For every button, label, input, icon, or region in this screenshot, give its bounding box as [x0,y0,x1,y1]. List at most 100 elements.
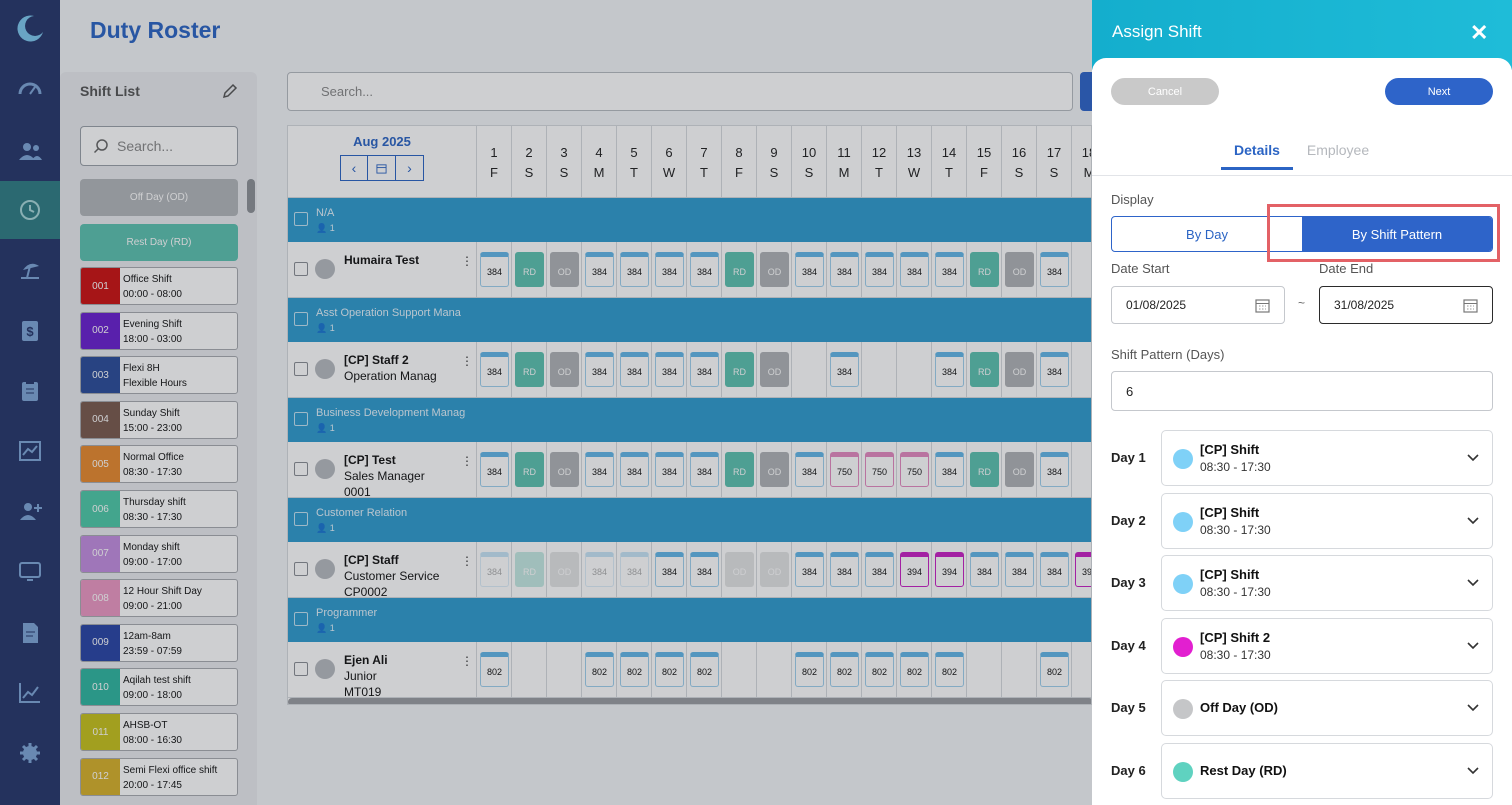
more-options-icon[interactable]: ⋮ [461,254,473,268]
shift-pill[interactable]: 802 [865,652,894,687]
moon-logo-icon[interactable] [14,12,46,44]
shift-list-item[interactable]: 007 Monday shift 09:00 - 17:00 [80,534,238,573]
modal-overlay[interactable] [0,0,1092,805]
employee-checkbox[interactable] [294,562,308,576]
rest-day-button[interactable]: Rest Day (RD) [80,224,238,261]
roster-cell[interactable]: 384 [931,342,966,398]
shift-list-item[interactable]: 011 AHSB-OT 08:00 - 16:30 [80,713,238,751]
shift-pill[interactable]: OD [550,252,579,287]
roster-cell[interactable]: 384 [476,242,511,298]
shift-pill[interactable]: 384 [935,452,964,487]
roster-cell[interactable]: 802 [861,642,896,698]
roster-cell[interactable]: 802 [826,642,861,698]
date-start-field[interactable]: 01/08/2025 [1111,286,1285,324]
shift-list-item[interactable]: 002 Evening Shift 18:00 - 03:00 [80,311,238,350]
employee-checkbox[interactable] [294,362,308,376]
nav-item-trend[interactable] [0,664,60,722]
shift-pill[interactable]: 750 [830,452,859,487]
shift-pill[interactable]: OD [760,552,789,587]
nav-item-leave[interactable] [0,240,60,298]
roster-cell[interactable]: 384 [686,442,721,498]
nav-item-history[interactable] [0,181,60,239]
roster-cell[interactable]: 750 [861,442,896,498]
close-icon[interactable]: ✕ [1470,20,1489,45]
shift-list-scrollbar[interactable] [247,179,255,213]
roster-cell[interactable]: 394 [896,542,931,598]
shift-pill[interactable]: 384 [935,252,964,287]
roster-cell[interactable]: OD [1001,242,1036,298]
roster-cell[interactable] [546,642,581,698]
shift-list-item[interactable]: 012 Semi Flexi office shift 20:00 - 17:45 [80,757,238,796]
shift-pill[interactable]: OD [1005,252,1034,287]
group-checkbox[interactable] [294,412,308,426]
roster-cell[interactable] [896,342,931,398]
shift-pill[interactable]: 384 [480,452,509,487]
shift-pill[interactable]: RD [725,352,754,387]
group-checkbox[interactable] [294,512,308,526]
roster-cell[interactable] [1071,342,1091,398]
nav-item-screen[interactable] [0,542,60,600]
shift-pill[interactable]: 394 [900,552,929,587]
roster-cell[interactable]: 384 [1036,442,1071,498]
shift-pill[interactable]: RD [970,352,999,387]
shift-pill[interactable]: 384 [830,252,859,287]
shift-pill[interactable]: 394 [935,552,964,587]
roster-cell[interactable]: 384 [616,342,651,398]
shift-pill[interactable]: 394 [1075,552,1091,587]
roster-cell[interactable]: OD [756,342,791,398]
roster-cell[interactable]: OD [756,542,791,598]
roster-cell[interactable]: 384 [861,542,896,598]
prev-month-button[interactable]: ‹ [340,155,368,181]
shift-search-input[interactable]: Search... [80,126,238,166]
roster-cell[interactable] [1071,242,1091,298]
shift-pill[interactable]: 802 [935,652,964,687]
shift-pill[interactable]: 384 [480,352,509,387]
roster-cell[interactable]: 384 [476,542,511,598]
roster-cell[interactable]: OD [756,442,791,498]
shift-pill[interactable]: 384 [1040,452,1069,487]
nav-item-document[interactable] [0,604,60,662]
roster-cell[interactable]: 384 [1036,242,1071,298]
roster-cell[interactable]: 750 [826,442,861,498]
shift-list-item[interactable]: 005 Normal Office 08:30 - 17:30 [80,445,238,484]
shift-pill[interactable]: OD [760,352,789,387]
nav-item-chart[interactable] [0,422,60,480]
shift-pill[interactable]: RD [515,252,544,287]
shift-pill[interactable]: 384 [620,252,649,287]
roster-cell[interactable]: 802 [931,642,966,698]
shift-pill[interactable]: 384 [585,452,614,487]
roster-cell[interactable]: RD [721,442,756,498]
tab-details[interactable]: Details [1234,142,1280,158]
roster-cell[interactable]: 384 [616,542,651,598]
shift-pill[interactable]: RD [515,452,544,487]
roster-cell[interactable] [966,642,1001,698]
shift-pill[interactable]: 384 [690,552,719,587]
shift-list-item[interactable]: 004 Sunday Shift 15:00 - 23:00 [80,400,238,439]
roster-cell[interactable]: RD [966,342,1001,398]
roster-cell[interactable]: 394 [1071,542,1091,598]
roster-cell[interactable]: 384 [1036,342,1071,398]
shift-pill[interactable]: OD [725,552,754,587]
shift-pill[interactable]: 384 [585,552,614,587]
roster-cell[interactable] [1001,642,1036,698]
roster-cell[interactable] [511,642,546,698]
roster-cell[interactable]: 384 [686,342,721,398]
roster-cell[interactable]: 802 [651,642,686,698]
shift-pill[interactable]: RD [515,552,544,587]
roster-cell[interactable]: 802 [896,642,931,698]
roster-cell[interactable]: OD [1001,442,1036,498]
roster-cell[interactable]: RD [511,342,546,398]
shift-pill[interactable]: 384 [1040,352,1069,387]
shift-pill[interactable]: OD [760,252,789,287]
roster-cell[interactable]: RD [721,342,756,398]
shift-pill[interactable]: RD [725,252,754,287]
roster-cell[interactable]: 384 [581,342,616,398]
shift-pill[interactable]: 384 [620,352,649,387]
shift-pill[interactable]: 384 [970,552,999,587]
pattern-day-select[interactable]: [CP] Shift 08:30 - 17:30 [1161,430,1493,486]
roster-cell[interactable]: 384 [581,442,616,498]
roster-cell[interactable]: 384 [651,442,686,498]
shift-pill[interactable]: 384 [620,552,649,587]
shift-pill[interactable]: 384 [480,552,509,587]
roster-cell[interactable]: 750 [896,442,931,498]
